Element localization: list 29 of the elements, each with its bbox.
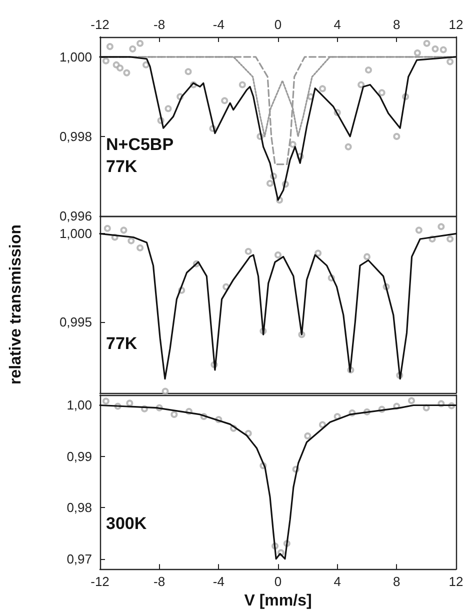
annotation: 77K — [106, 157, 138, 176]
y-tick-label: 0,97 — [66, 551, 92, 566]
x-axis-title: V [mm/s] — [244, 592, 312, 610]
y-tick-label: 0,998 — [59, 128, 92, 144]
y-tick-label: 0,995 — [59, 314, 92, 330]
x-tick-label: 12 — [448, 574, 464, 590]
x-tick-label: 8 — [393, 17, 400, 32]
x-tick-label: -12 — [90, 17, 110, 32]
y-tick-label: 1,000 — [59, 226, 92, 242]
annotation: N+C5BP — [106, 135, 174, 154]
x-tick-label: -12 — [90, 574, 110, 590]
x-tick-label: -8 — [154, 17, 166, 32]
x-tick-label: 12 — [448, 17, 464, 32]
x-tick-label: 4 — [334, 17, 341, 32]
y-axis-title: relative transmission — [8, 224, 24, 385]
x-tick-label: 0 — [274, 17, 282, 32]
x-tick-label: -4 — [212, 17, 224, 32]
x-tick-label: 4 — [334, 574, 341, 590]
annotation: 77K — [106, 334, 138, 353]
annotation: 300K — [106, 514, 148, 533]
y-tick-label: 0,98 — [66, 500, 92, 516]
x-tick-label: -8 — [154, 574, 166, 590]
y-tick-label: 1,000 — [59, 49, 92, 64]
y-tick-label: 0,996 — [59, 208, 92, 224]
y-tick-label: 0,99 — [66, 448, 92, 464]
x-tick-label: 0 — [274, 574, 282, 590]
x-tick-label: 8 — [393, 574, 400, 590]
y-tick-label: 1,00 — [66, 398, 92, 413]
x-tick-label: -4 — [212, 574, 224, 590]
